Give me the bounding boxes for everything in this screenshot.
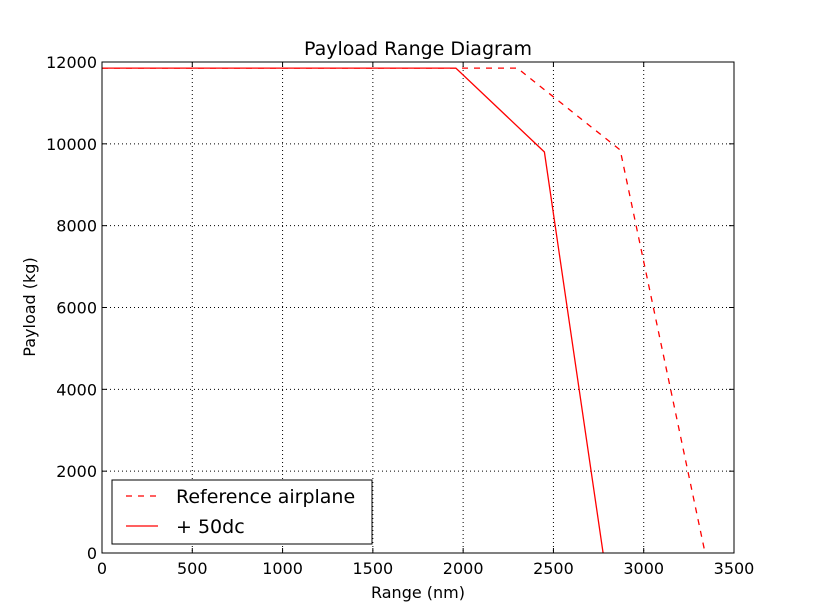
x-tick-label: 1500	[352, 559, 393, 578]
x-tick-label: 500	[177, 559, 208, 578]
y-tick-label: 2000	[56, 462, 97, 481]
legend-label: + 50dc	[176, 516, 245, 538]
chart-title: Payload Range Diagram	[304, 38, 532, 60]
legend-box	[111, 479, 373, 545]
grid	[102, 62, 734, 553]
y-axis-label: Payload (kg)	[20, 257, 39, 356]
y-tick-label: 12000	[46, 53, 97, 72]
x-tick-label: 3000	[623, 559, 664, 578]
ticks: 0 500 1000 1500 2000 2500 3000 3500 0 2000 4000 600…	[46, 53, 754, 578]
x-tick-label: 1000	[262, 559, 303, 578]
y-tick-label: 10000	[46, 135, 97, 154]
y-tick-label: 8000	[56, 217, 97, 236]
series-lines	[102, 67, 706, 554]
x-axis-label: Range (nm)	[371, 583, 465, 602]
x-tick-label: 2000	[443, 559, 484, 578]
legend: Reference airplane + 50dc	[111, 479, 373, 545]
x-tick-label: 2500	[533, 559, 574, 578]
x-tick-label: 0	[97, 559, 107, 578]
x-tick-label: 3500	[714, 559, 755, 578]
legend-label: Reference airplane	[176, 486, 355, 508]
y-tick-label: 6000	[56, 299, 97, 318]
y-tick-label: 0	[87, 544, 97, 563]
y-tick-label: 4000	[56, 380, 97, 399]
series-line-2	[102, 67, 604, 554]
